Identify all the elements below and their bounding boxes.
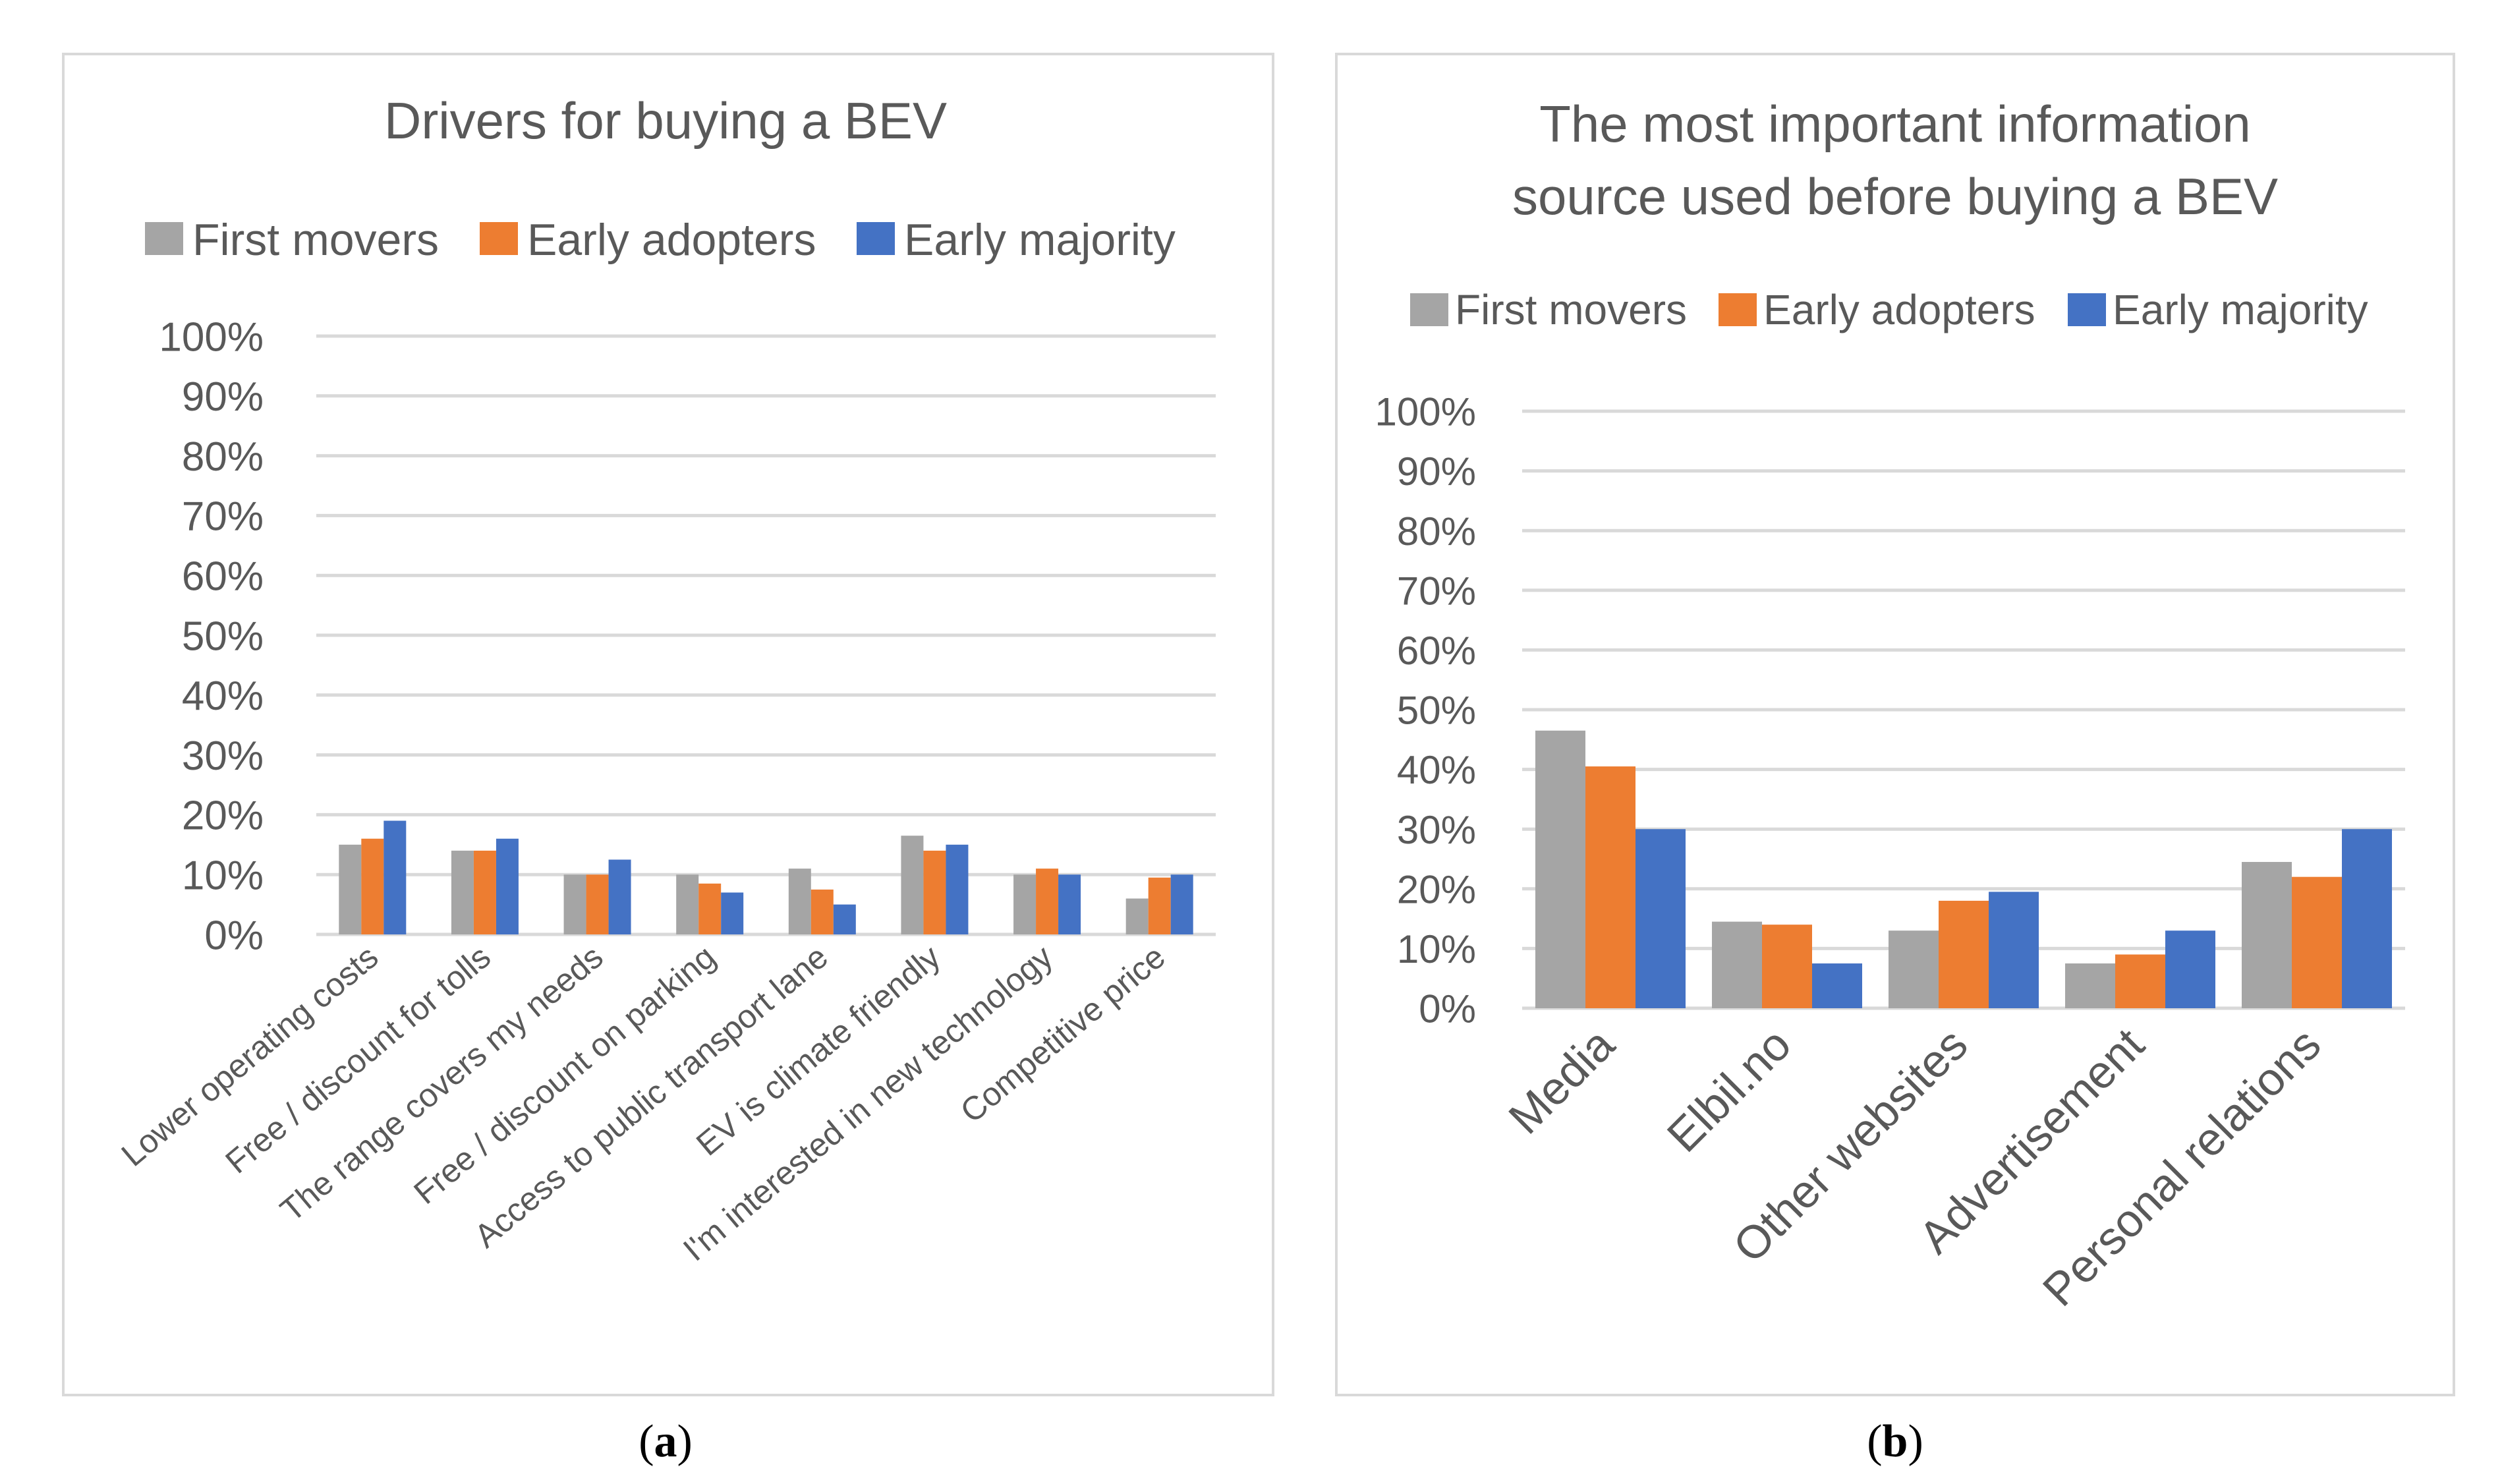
legend-a-swatch-early-adopters — [480, 222, 518, 255]
legend-b-swatch-first-movers — [1410, 293, 1448, 326]
chart-a-y-tick-label: 90% — [182, 374, 264, 420]
chart-b-y-tick-label: 20% — [1397, 867, 1476, 911]
chart-a-title: Drivers for buying a BEV — [384, 92, 947, 150]
bar-a-early-adopters-access-to-public-transport-lane — [810, 889, 834, 934]
chart-b-y-tick-label: 30% — [1397, 808, 1476, 852]
bar-a-early-adopters-i-m-interested-in-new-technology — [1036, 869, 1059, 934]
chart-b-y-tick-label: 60% — [1397, 629, 1476, 673]
chart-a-y-tick-label: 40% — [182, 673, 264, 719]
panel-b-frame — [1335, 53, 2455, 1396]
chart-b-y-tick-label: 80% — [1397, 509, 1476, 554]
chart-a-y-tick-label: 0% — [204, 913, 264, 958]
chart-a-legend: First movers Early adopters Early majori… — [145, 215, 1176, 265]
chart-a-y-tick-label: 20% — [182, 793, 264, 839]
chart-b-y-tick-label: 50% — [1397, 689, 1476, 733]
bar-a-early-majority-free-discount-on-parking — [721, 892, 744, 934]
chart-a-y-tick-label: 80% — [182, 434, 264, 480]
bar-b-early-adopters-personal-relations — [2292, 876, 2342, 1008]
bar-a-early-majority-competitive-price — [1170, 874, 1193, 934]
panel-a-frame — [62, 53, 1274, 1396]
bar-b-early-majority-advertisement — [2165, 930, 2215, 1008]
chart-b-y-tick-label: 100% — [1375, 390, 1476, 434]
bar-a-early-adopters-free-discount-on-parking — [698, 883, 722, 934]
chart-a-y-tick-label: 60% — [182, 554, 264, 600]
bar-b-early-majority-other-websites — [1989, 892, 2039, 1008]
bar-a-first-movers-competitive-price — [1125, 898, 1149, 934]
bar-a-early-majority-free-discount-for-tolls — [496, 838, 519, 934]
bar-b-early-adopters-media — [1585, 766, 1635, 1008]
bar-b-first-movers-other-websites — [1889, 930, 1939, 1008]
bar-a-early-majority-access-to-public-transport-lane — [833, 904, 856, 934]
bar-a-early-adopters-ev-is-climate-friendly — [923, 850, 946, 934]
panel-a-label-close: ) — [677, 1416, 693, 1467]
legend-b-swatch-early-majority — [2068, 293, 2106, 326]
panel-a-label: (a) — [639, 1416, 693, 1467]
bar-a-first-movers-i-m-interested-in-new-technology — [1013, 874, 1037, 934]
chart-a-y-tick-label: 50% — [182, 614, 264, 659]
panel-a-label-letter: a — [654, 1416, 677, 1467]
bar-a-early-adopters-competitive-price — [1148, 877, 1171, 934]
legend-b-label-early-adopters: Early adopters — [1763, 286, 2035, 333]
legend-b-label-first-movers: First movers — [1455, 286, 1687, 333]
bar-b-first-movers-elbil-no — [1712, 921, 1762, 1008]
bar-a-early-majority-i-m-interested-in-new-technology — [1058, 874, 1081, 934]
bar-b-early-adopters-advertisement — [2115, 954, 2165, 1008]
bar-a-early-majority-the-range-covers-my-needs — [608, 859, 631, 934]
chart-b-y-tick-label: 90% — [1397, 449, 1476, 494]
bar-a-early-adopters-lower-operating-costs — [361, 838, 384, 934]
chart-b-y-tick-label: 10% — [1397, 927, 1476, 971]
panel-b-label-open: ( — [1867, 1416, 1882, 1467]
chart-b-title-line-2: source used before buying a BEV — [1512, 167, 2278, 225]
legend-a-swatch-first-movers — [145, 222, 183, 255]
bar-b-early-adopters-elbil-no — [1762, 925, 1812, 1008]
bar-b-first-movers-personal-relations — [2242, 862, 2292, 1008]
panel-a-label-open: ( — [639, 1416, 654, 1467]
bar-b-early-majority-media — [1635, 829, 1686, 1008]
panel-b-label: (b) — [1867, 1416, 1923, 1467]
bar-a-early-majority-ev-is-climate-friendly — [946, 844, 969, 934]
bar-a-early-majority-lower-operating-costs — [384, 820, 407, 934]
chart-b-y-tick-label: 40% — [1397, 748, 1476, 792]
bar-a-first-movers-free-discount-on-parking — [676, 874, 699, 934]
chart-b-y-tick-label: 0% — [1419, 987, 1476, 1031]
legend-b-label-early-majority: Early majority — [2113, 286, 2368, 333]
bar-b-early-adopters-other-websites — [1939, 900, 1989, 1008]
panel-a: Drivers for buying a BEV First movers Ea… — [62, 53, 1274, 1467]
chart-a-y-tick-label: 100% — [159, 314, 264, 360]
legend-b-swatch-early-adopters — [1719, 293, 1757, 326]
bar-a-early-adopters-the-range-covers-my-needs — [586, 874, 609, 934]
panel-b-label-letter: b — [1883, 1416, 1908, 1467]
bar-a-first-movers-ev-is-climate-friendly — [901, 836, 924, 934]
chart-b-y-tick-label: 70% — [1397, 569, 1476, 613]
bar-a-first-movers-free-discount-for-tolls — [451, 850, 474, 934]
bar-b-first-movers-media — [1535, 730, 1585, 1008]
bar-a-early-adopters-free-discount-for-tolls — [473, 850, 496, 934]
chart-a-y-tick-label: 10% — [182, 853, 264, 899]
legend-a-swatch-early-majority — [857, 222, 895, 255]
chart-b-title-line-1: The most important information — [1539, 95, 2250, 153]
legend-a-label-first-movers: First movers — [192, 215, 439, 265]
bar-a-first-movers-the-range-covers-my-needs — [563, 874, 586, 934]
chart-a-y-tick-label: 30% — [182, 733, 264, 779]
panel-b-label-close: ) — [1908, 1416, 1923, 1467]
panel-b: The most important information source us… — [1335, 53, 2455, 1467]
chart-b-legend: First movers Early adopters Early majori… — [1410, 286, 2368, 333]
legend-a-label-early-adopters: Early adopters — [527, 215, 816, 265]
bar-b-first-movers-advertisement — [2065, 963, 2115, 1008]
bar-b-early-majority-personal-relations — [2342, 829, 2392, 1008]
bar-a-first-movers-lower-operating-costs — [339, 844, 362, 934]
bar-a-first-movers-access-to-public-transport-lane — [788, 869, 811, 934]
bar-b-early-majority-elbil-no — [1812, 963, 1862, 1008]
chart-a-y-tick-label: 70% — [182, 494, 264, 540]
legend-a-label-early-majority: Early majority — [904, 215, 1176, 265]
